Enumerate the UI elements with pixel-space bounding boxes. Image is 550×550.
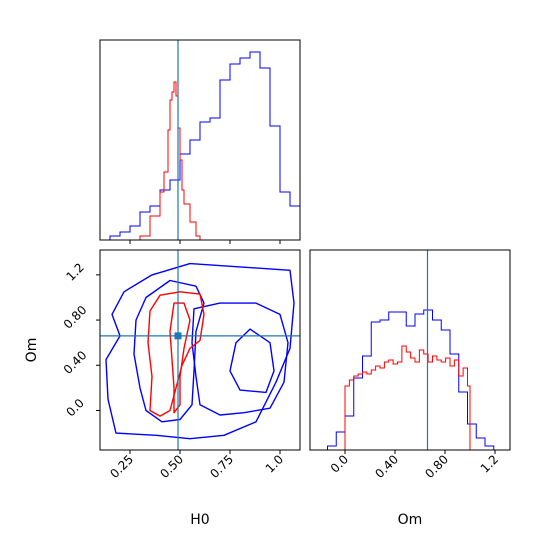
om-axis-label: Om: [398, 512, 423, 528]
joint-ytick-label: 0.80: [61, 303, 90, 332]
red-contour: [169, 302, 191, 414]
blue-contour: [191, 302, 289, 416]
joint-ytick-label: 0.40: [61, 348, 90, 377]
h0-axis-label: H0: [190, 512, 209, 528]
om-red-histogram: [344, 345, 471, 450]
h0-histogram-panel: [99, 39, 301, 244]
om-hist-xtick-label: 0.0: [328, 452, 351, 475]
joint-truth-marker: [174, 332, 182, 340]
h0-blue-histogram: [109, 51, 301, 240]
om-hist-xtick-label: 0.40: [372, 452, 401, 481]
joint-contour-panel: 0.25 0.50 0.75 1.0 0.0 0.40 0.80 1.2: [61, 249, 301, 481]
joint-contour-frame: [99, 249, 301, 451]
h0-red-histogram: [139, 81, 201, 240]
blue-contour: [105, 262, 295, 440]
joint-ytick-label: 0.0: [63, 396, 86, 419]
om-hist-xtick-label: 0.80: [422, 452, 451, 481]
h0-histogram-frame: [99, 39, 301, 241]
red-contour: [147, 291, 205, 417]
blue-contour: [229, 328, 275, 394]
joint-xtick-label: 0.50: [157, 452, 186, 481]
joint-ytick-label: 1.2: [63, 260, 86, 283]
om-hist-xtick-label: 1.2: [478, 452, 501, 475]
joint-xtick-label: 1.0: [263, 452, 286, 475]
om-histogram-panel: 0.0 0.40 0.80 1.2: [309, 249, 511, 481]
joint-xtick-label: 0.25: [107, 452, 136, 481]
om-y-axis-label: Om: [24, 338, 40, 363]
om-blue-histogram: [310, 309, 495, 451]
joint-xtick-label: 0.75: [207, 452, 236, 481]
om-histogram-frame: [309, 249, 511, 451]
